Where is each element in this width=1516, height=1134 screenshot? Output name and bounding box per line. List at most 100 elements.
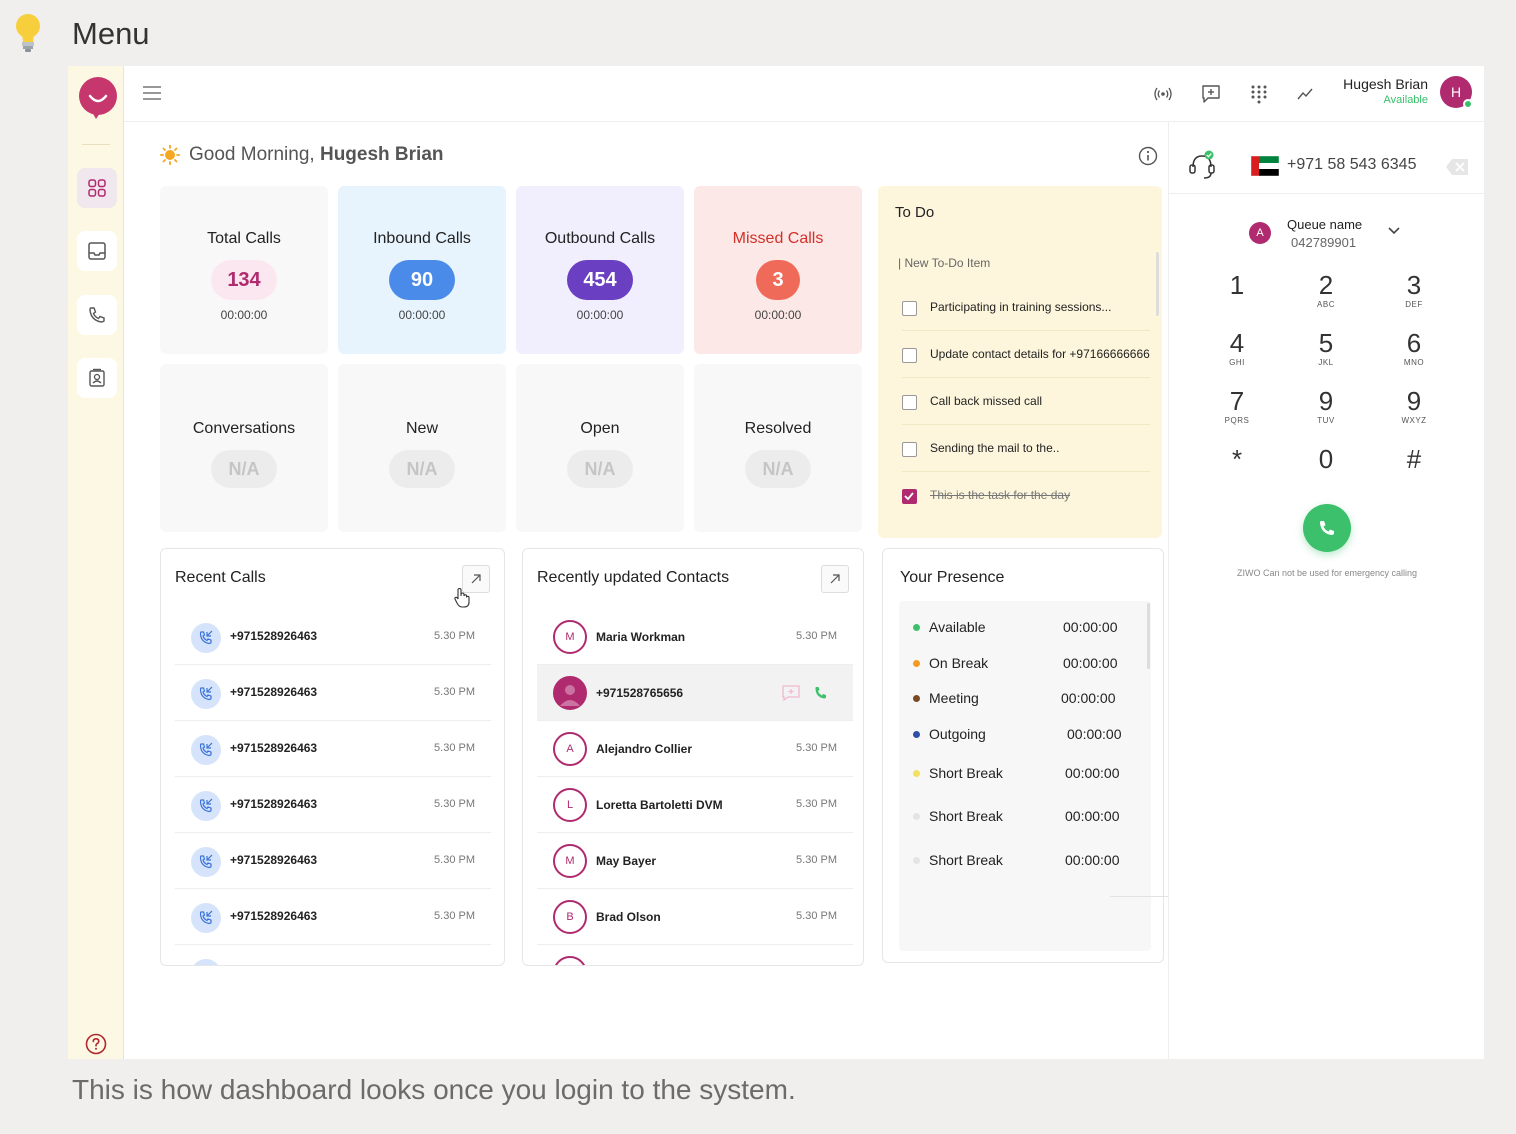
dial-key-1[interactable]: 1: [1207, 270, 1267, 322]
todo-item-text: Update contact details for +971666666666: [930, 347, 1150, 361]
presence-time: 00:00:00: [1065, 808, 1120, 824]
message-icon[interactable]: [781, 684, 801, 702]
sidebar-item-inbox[interactable]: [77, 231, 117, 271]
presence-item[interactable]: Available 00:00:00: [899, 615, 1151, 645]
todo-item[interactable]: This is the task for the day: [902, 472, 1150, 519]
stat-label: Inbound Calls: [373, 230, 471, 247]
stat-open[interactable]: Open N/A: [516, 364, 684, 532]
presence-name: Outgoing: [929, 726, 986, 742]
dial-key-9[interactable]: 9 WXYZ: [1384, 386, 1444, 438]
presence-item[interactable]: Short Break 00:00:00: [899, 761, 1151, 791]
stat-new[interactable]: New N/A: [338, 364, 506, 532]
presence-item[interactable]: Outgoing 00:00:00: [899, 722, 1151, 752]
todo-scrollbar[interactable]: [1156, 252, 1159, 316]
recent-call-row-partial[interactable]: [175, 945, 491, 965]
call-button[interactable]: [1303, 504, 1351, 552]
hamburger-menu-icon[interactable]: [142, 84, 162, 102]
uae-flag-icon[interactable]: [1251, 156, 1279, 176]
contact-avatar: L: [553, 788, 587, 822]
stat-value: 90: [389, 260, 455, 300]
call-time: 5.30 PM: [434, 686, 475, 698]
todo-checkbox[interactable]: [902, 442, 917, 457]
dial-key-8[interactable]: 9 TUV: [1296, 386, 1356, 438]
stat-conversations[interactable]: Conversations N/A: [160, 364, 328, 532]
todo-item[interactable]: Call back missed call: [902, 378, 1150, 425]
stat-outbound-calls[interactable]: Outbound Calls 454 00:00:00: [516, 186, 684, 354]
contact-row-partial[interactable]: [537, 945, 853, 965]
dialer-header: +971 58 543 6345: [1169, 122, 1485, 194]
presence-scrollbar[interactable]: [1147, 603, 1150, 669]
broadcast-icon[interactable]: [1152, 83, 1174, 105]
person-icon: [560, 685, 580, 706]
dial-key-hash[interactable]: #: [1384, 444, 1444, 496]
recent-call-row[interactable]: +971528926463 5.30 PM: [175, 833, 491, 889]
contact-card-icon: [89, 368, 105, 387]
stat-inbound-calls[interactable]: Inbound Calls 90 00:00:00: [338, 186, 506, 354]
key-digit: 7: [1229, 386, 1245, 416]
lightbulb-icon: [16, 14, 40, 52]
todo-checkbox[interactable]: [902, 301, 917, 316]
sidebar-item-contacts[interactable]: [77, 358, 117, 398]
app-logo-icon[interactable]: [78, 76, 118, 120]
dial-key-4[interactable]: 4 GHI: [1207, 328, 1267, 380]
help-icon[interactable]: [85, 1033, 107, 1055]
presence-item[interactable]: Short Break 00:00:00: [899, 848, 1151, 878]
dial-number[interactable]: +971 58 543 6345: [1287, 156, 1417, 173]
key-digit: 9: [1406, 386, 1422, 416]
presence-item[interactable]: On Break 00:00:00: [899, 651, 1151, 681]
expand-button[interactable]: [462, 565, 490, 593]
contact-row-hovered[interactable]: +971528765656: [537, 665, 853, 721]
user-avatar[interactable]: H: [1440, 76, 1473, 109]
dial-key-0[interactable]: 0: [1296, 444, 1356, 496]
expand-button[interactable]: [821, 565, 849, 593]
todo-checkbox[interactable]: [902, 348, 917, 363]
todo-item[interactable]: Participating in training sessions...: [902, 284, 1150, 331]
dialpad-icon[interactable]: [1248, 83, 1270, 105]
contact-row[interactable]: B Brad Olson 5.30 PM: [537, 889, 853, 945]
todo-checkbox-checked[interactable]: [902, 489, 917, 504]
contact-row[interactable]: M May Bayer 5.30 PM: [537, 833, 853, 889]
sidebar-item-dashboard[interactable]: [77, 168, 117, 208]
user-status[interactable]: Available: [1383, 94, 1428, 106]
key-digit: 4: [1229, 328, 1245, 358]
backspace-icon[interactable]: [1445, 158, 1469, 176]
contact-name: Maria Workman: [596, 630, 686, 644]
dial-key-3[interactable]: 3 DEF: [1384, 270, 1444, 322]
stat-total-calls[interactable]: Total Calls 134 00:00:00: [160, 186, 328, 354]
status-dot: [913, 695, 920, 702]
info-icon[interactable]: [1138, 146, 1158, 166]
presence-name: On Break: [929, 655, 989, 671]
stat-missed-calls[interactable]: Missed Calls 3 00:00:00: [694, 186, 862, 354]
headset-icon[interactable]: [1187, 150, 1217, 180]
recent-call-row[interactable]: +971528926463 5.30 PM: [175, 777, 491, 833]
todo-item[interactable]: Update contact details for +971666666666: [902, 331, 1150, 378]
presence-item[interactable]: Short Break 00:00:00: [899, 804, 1151, 834]
status-dot: [913, 857, 920, 864]
dial-key-5[interactable]: 5 JKL: [1296, 328, 1356, 380]
stat-resolved[interactable]: Resolved N/A: [694, 364, 862, 532]
trend-icon[interactable]: [1294, 83, 1316, 105]
todo-checkbox[interactable]: [902, 395, 917, 410]
chevron-down-icon[interactable]: [1387, 226, 1401, 236]
dial-key-6[interactable]: 6 MNO: [1384, 328, 1444, 380]
todo-item[interactable]: Sending the mail to the..: [902, 425, 1150, 472]
recent-call-row[interactable]: +971528926463 5.30 PM: [175, 721, 491, 777]
queue-name[interactable]: Queue name: [1287, 217, 1363, 232]
recent-call-row[interactable]: +971528926463 5.30 PM: [175, 665, 491, 721]
contact-row[interactable]: M Maria Workman 5.30 PM: [537, 609, 853, 665]
dial-key-7[interactable]: 7 PQRS: [1207, 386, 1267, 438]
todo-new-input[interactable]: | New To-Do Item: [898, 256, 991, 270]
key-letters: DEF: [1405, 300, 1423, 309]
dial-key-star[interactable]: *: [1207, 444, 1267, 496]
contact-row[interactable]: A Alejandro Collier 5.30 PM: [537, 721, 853, 777]
sidebar-item-calls[interactable]: [77, 295, 117, 335]
stat-time: 00:00:00: [398, 308, 446, 322]
contact-row[interactable]: L Loretta Bartoletti DVM 5.30 PM: [537, 777, 853, 833]
call-icon[interactable]: [813, 685, 829, 701]
recent-call-row[interactable]: +971528926463 5.30 PM: [175, 889, 491, 945]
recent-call-row[interactable]: +971528926463 5.30 PM: [175, 609, 491, 665]
presence-item[interactable]: Meeting 00:00:00: [899, 686, 1151, 716]
dial-key-2[interactable]: 2 ABC: [1296, 270, 1356, 322]
new-message-icon[interactable]: [1200, 83, 1222, 105]
key-digit: #: [1406, 444, 1422, 474]
